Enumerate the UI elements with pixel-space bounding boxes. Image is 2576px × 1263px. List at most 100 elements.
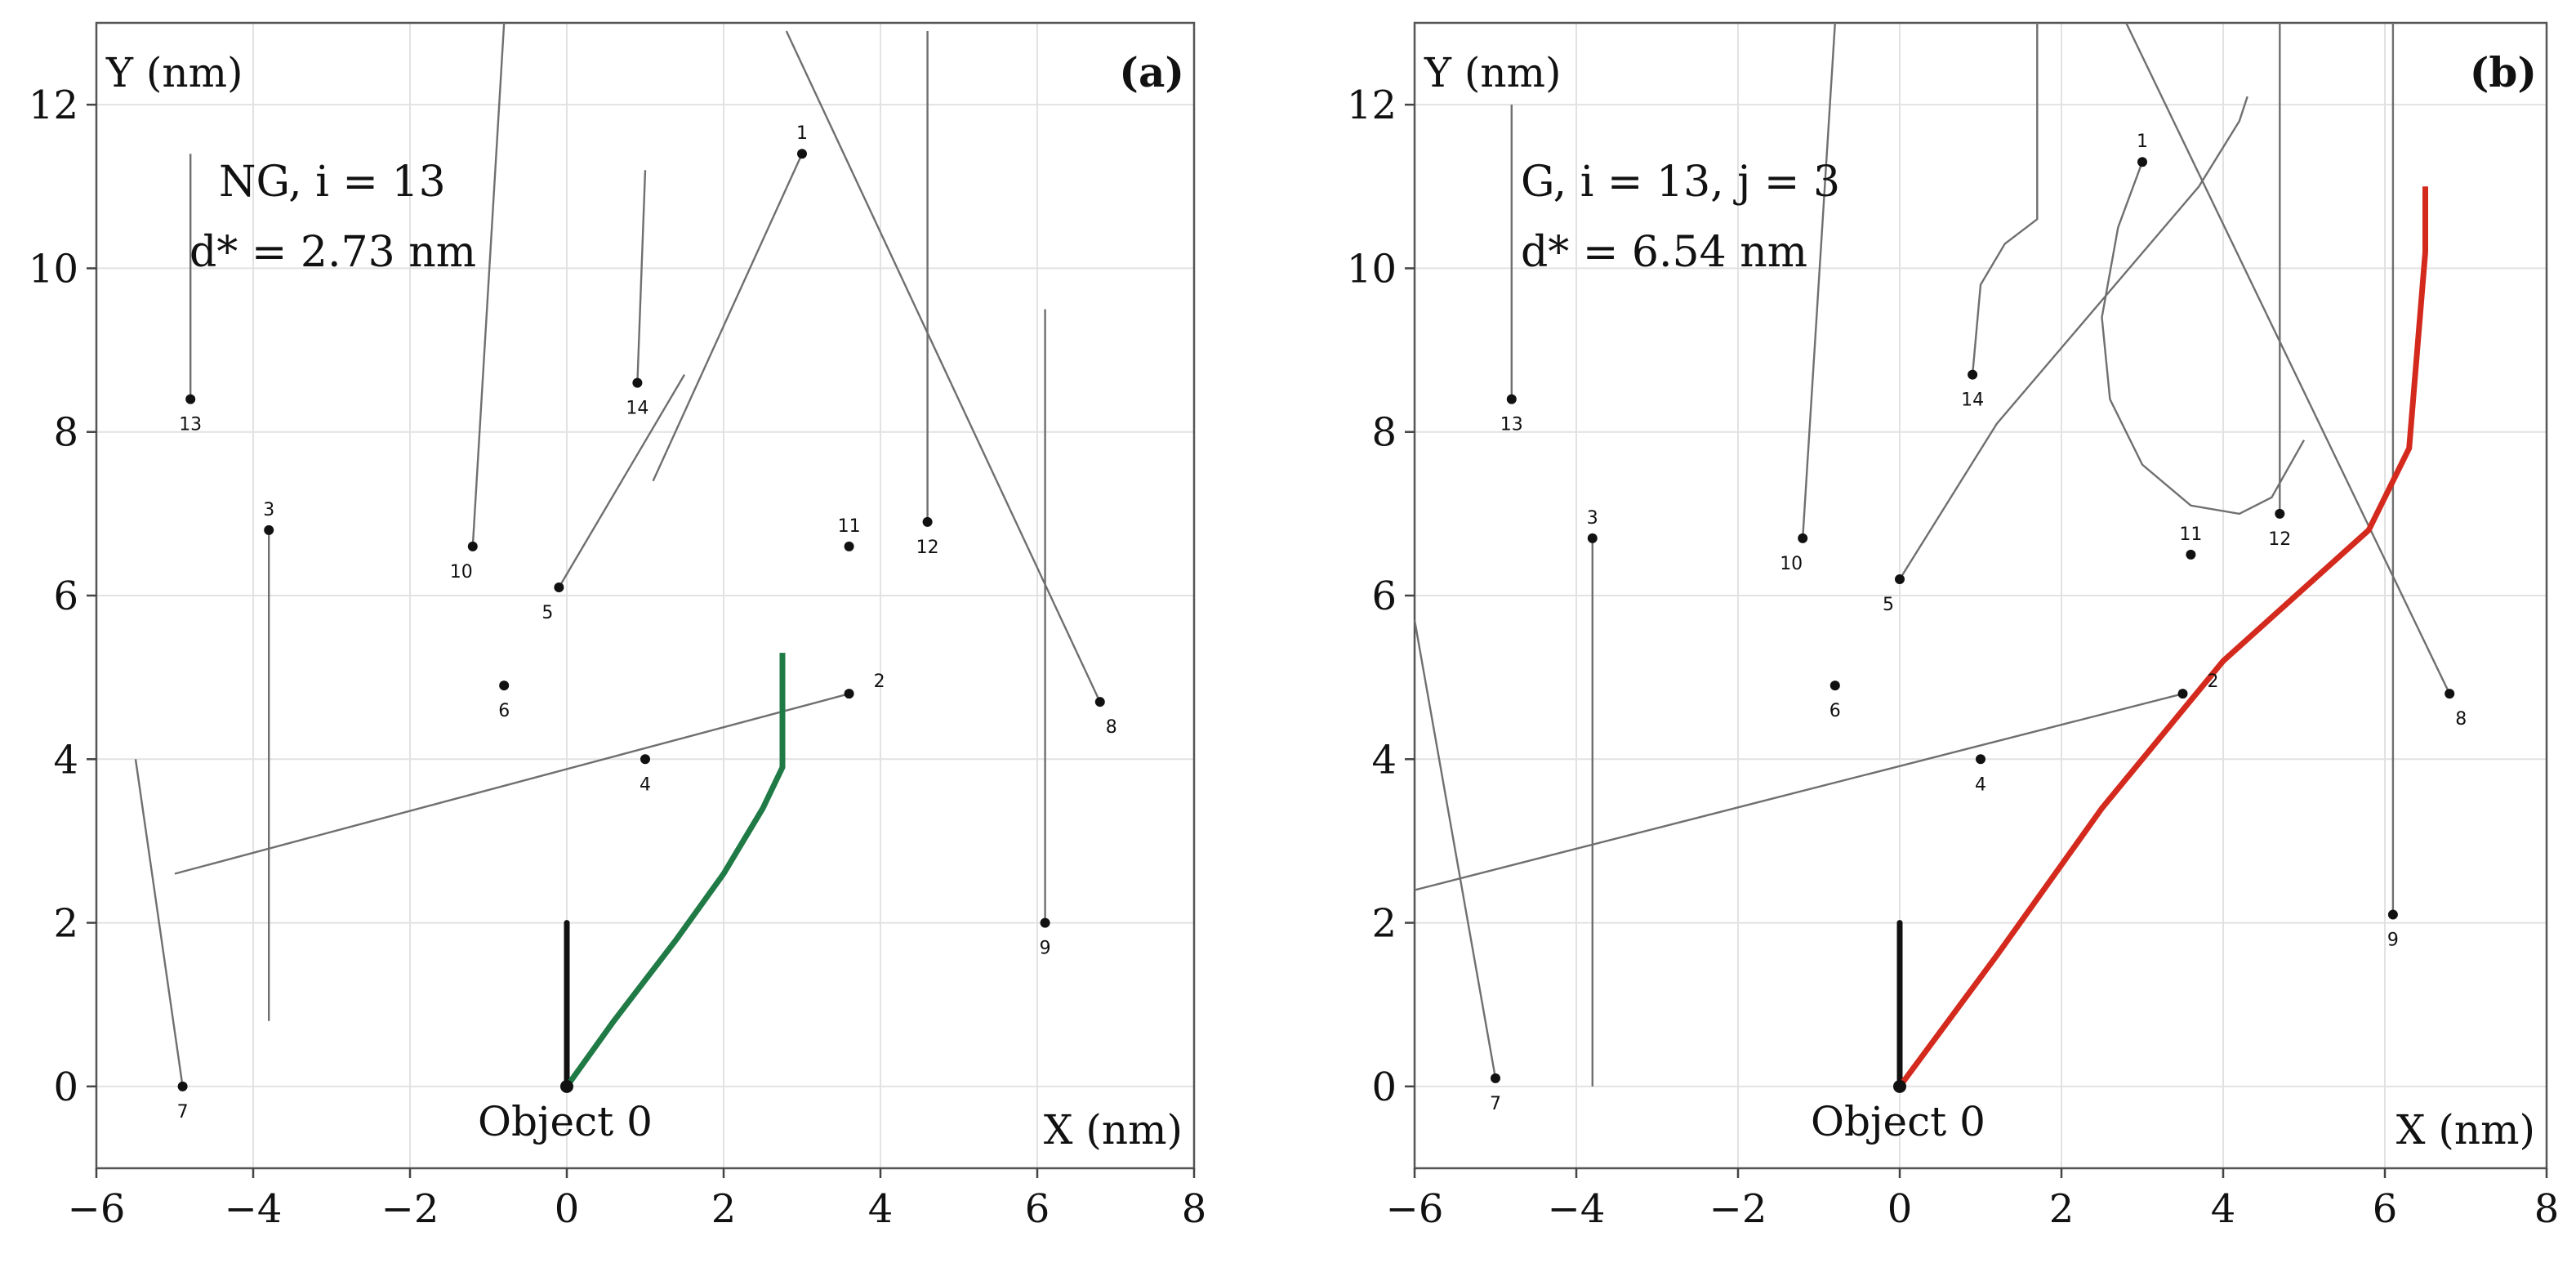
object-label: 1: [2137, 132, 2148, 152]
object-point-10: [1798, 533, 1808, 543]
object-point-8: [2445, 689, 2455, 699]
x-tick-label: 2: [2049, 1186, 2075, 1232]
x-tick-label: −6: [68, 1186, 126, 1232]
x-tick-label: −4: [1548, 1186, 1606, 1232]
x-tick-label: −6: [1386, 1186, 1444, 1232]
panel-a: −6 −4 −2 0 2 4 6 80246810121234567891011121314O…: [29, 21, 1206, 1232]
object-label: 13: [1500, 415, 1523, 435]
y-tick-label: 4: [1371, 737, 1397, 783]
x-tick-label: 0: [555, 1186, 580, 1232]
annotation-line: G, i = 13, j = 3: [1521, 158, 1840, 207]
x-tick-label: 0: [1887, 1186, 1913, 1232]
object-label: 10: [450, 562, 473, 582]
trajectory-10: [1802, 22, 1836, 538]
y-tick-label: 4: [53, 737, 78, 783]
annotation-line: NG, i = 13: [219, 158, 446, 207]
object-label: 9: [2387, 931, 2399, 951]
object-point-9: [2387, 909, 2398, 920]
object-point-1: [2137, 157, 2147, 167]
x-tick-label: 4: [2211, 1186, 2236, 1232]
x-tick-label: 2: [711, 1186, 737, 1232]
object-label: 13: [179, 415, 202, 435]
annotation-line: d* = 2.73 nm: [189, 228, 476, 277]
y-tick-label: 2: [53, 901, 78, 947]
x-tick-label: −2: [381, 1186, 439, 1232]
trajectory-1: [2101, 161, 2306, 515]
y-tick-label: 10: [1347, 246, 1397, 292]
trajectory-14: [1971, 23, 2039, 375]
x-tick-label: 8: [2534, 1186, 2560, 1232]
object0-point: [560, 1079, 573, 1093]
object-label: 7: [177, 1102, 189, 1122]
origin-label: Object 0: [1811, 1098, 1985, 1145]
object-point-10: [467, 541, 478, 551]
object-point-7: [1491, 1073, 1500, 1083]
object-label: 9: [1040, 939, 1051, 959]
object-point-3: [1587, 533, 1598, 543]
planned-path: [564, 653, 786, 1088]
y-tick-label: 6: [53, 573, 78, 619]
object-label: 11: [2179, 524, 2202, 545]
object-point-14: [1968, 369, 1978, 380]
object-label: 3: [263, 500, 274, 520]
trajectory-2: [174, 693, 849, 875]
trajectory-2: [1414, 693, 2183, 891]
object-point-6: [1829, 681, 1840, 691]
y-tick-label: 6: [1371, 573, 1397, 619]
object-point-4: [1976, 754, 1985, 765]
trajectory-5: [1898, 96, 2248, 580]
trajectory-8: [2125, 22, 2451, 694]
y-tick-label: 8: [1371, 410, 1397, 456]
object-label: 14: [626, 399, 648, 419]
trajectory-1: [652, 153, 804, 482]
y-axis-title: Y (nm): [1424, 49, 1562, 96]
y-tick-label: 12: [29, 83, 78, 128]
object-point-6: [499, 681, 510, 691]
y-tick-label: 0: [53, 1064, 78, 1110]
object-point-2: [844, 689, 854, 699]
x-tick-label: −2: [1709, 1186, 1767, 1232]
object-point-11: [844, 541, 854, 551]
object0-point: [1893, 1079, 1906, 1093]
object-label: 8: [1106, 717, 1117, 738]
object-label: 4: [1975, 774, 1986, 795]
object-label: 10: [1780, 554, 1803, 574]
y-tick-label: 10: [29, 246, 78, 292]
object-point-2: [2177, 689, 2188, 699]
x-axis-title: X (nm): [2396, 1106, 2535, 1154]
object-label: 7: [1490, 1094, 1501, 1114]
trajectory-5: [558, 373, 686, 588]
y-tick-label: 8: [53, 410, 78, 456]
y-tick-label: 0: [1371, 1064, 1397, 1110]
trajectory-7: [1413, 619, 1497, 1079]
object-label: 12: [916, 538, 939, 558]
object-label: 12: [2268, 529, 2291, 550]
object-point-7: [177, 1081, 188, 1091]
x-axis-title: X (nm): [1044, 1106, 1183, 1154]
object-point-8: [1094, 697, 1105, 707]
object-label: 11: [838, 516, 861, 537]
object-point-4: [640, 754, 650, 765]
object-label: 2: [2208, 672, 2219, 692]
object-point-1: [797, 149, 807, 159]
x-tick-label: −4: [225, 1186, 283, 1232]
object-label: 6: [498, 701, 510, 721]
object-point-5: [1895, 573, 1905, 584]
panel-tag: (b): [2470, 48, 2537, 96]
y-tick-label: 2: [1371, 901, 1397, 947]
object-label: 1: [796, 123, 808, 144]
object-point-3: [264, 524, 274, 535]
object-point-5: [554, 582, 564, 592]
object-point-13: [1506, 394, 1517, 404]
panel-tag: (a): [1119, 48, 1184, 96]
x-tick-label: 6: [1025, 1186, 1050, 1232]
object-label: 4: [640, 774, 651, 795]
object-label: 2: [874, 672, 885, 692]
y-axis-title: Y (nm): [105, 49, 243, 96]
object-point-12: [922, 516, 933, 527]
trajectory-7: [134, 759, 184, 1087]
object-label: 14: [1961, 391, 1984, 411]
object-point-9: [1040, 917, 1050, 928]
